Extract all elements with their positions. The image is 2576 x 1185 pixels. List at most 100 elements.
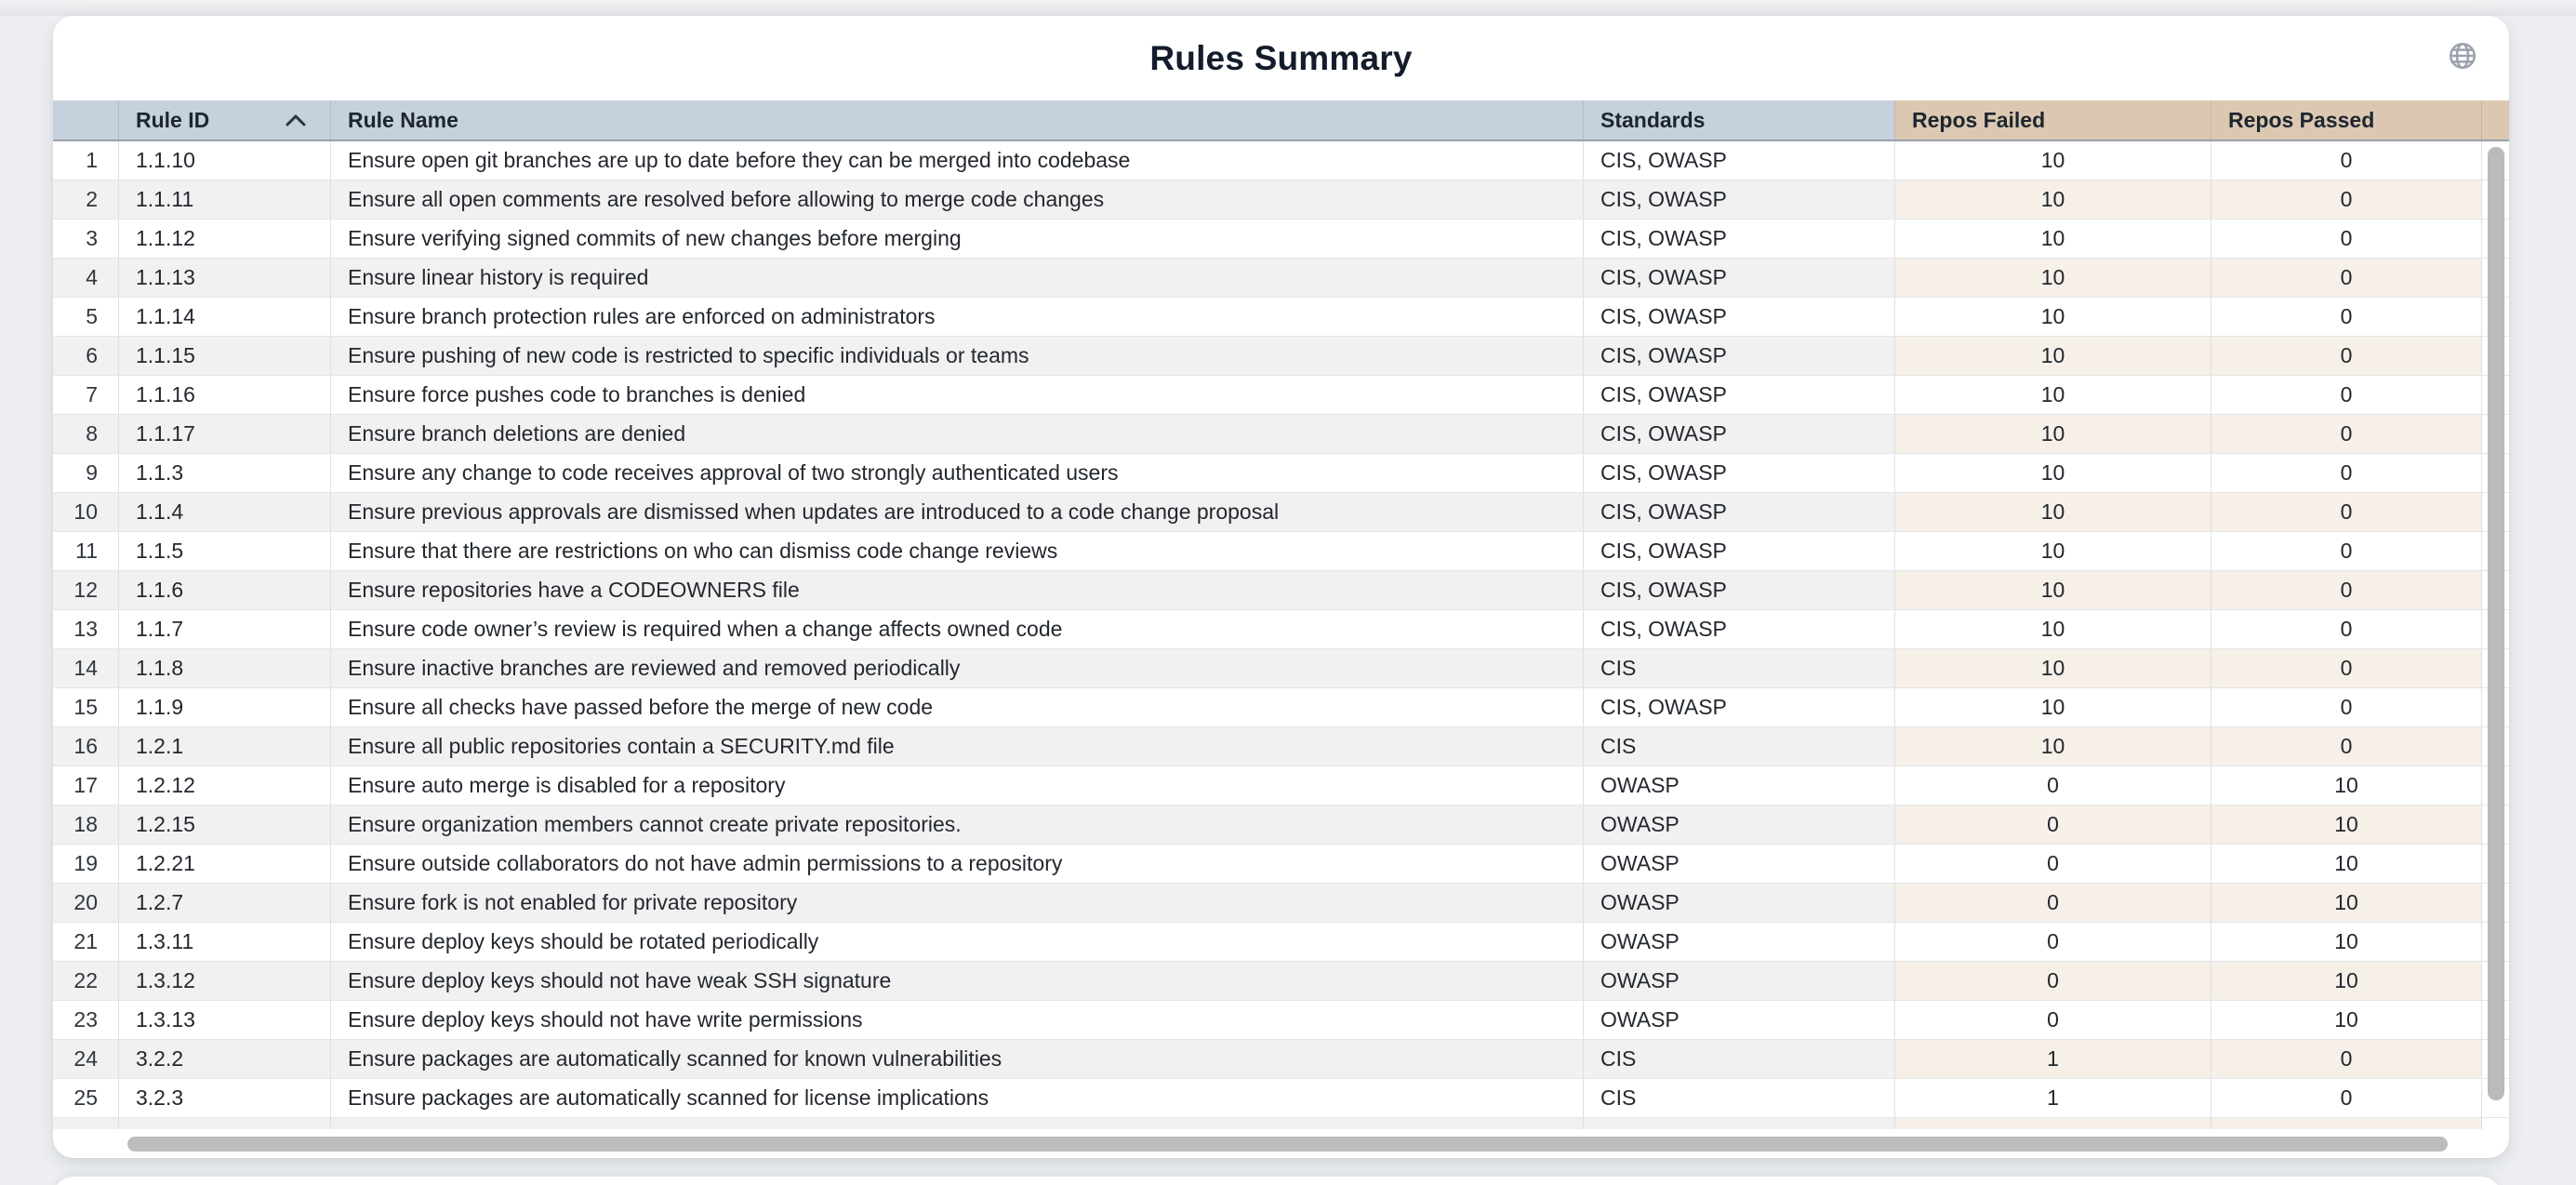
cell-standards: OWASP: [1583, 884, 1894, 922]
cell-rule-id: 1.1.3: [118, 454, 330, 492]
table-row: 10 1.1.4 Ensure previous approvals are d…: [53, 493, 2509, 532]
cell-row-number: 14: [53, 649, 118, 687]
cell-rule-id: 1.1.11: [118, 180, 330, 219]
cell-row-number: 10: [53, 493, 118, 531]
table-row: 9 1.1.3 Ensure any change to code receiv…: [53, 454, 2509, 493]
table-row: 5 1.1.14 Ensure branch protection rules …: [53, 298, 2509, 337]
cell-row-number: 13: [73, 617, 98, 641]
header-cell-rule-name[interactable]: Rule Name: [330, 100, 1583, 140]
cell-standards: OWASP: [1583, 1001, 1894, 1039]
table-row: 25 3.2.3 Ensure packages are automatical…: [53, 1079, 2509, 1118]
cell-repos-passed: 0: [2211, 376, 2481, 414]
cell-rule-name: Ensure linear history is required: [330, 259, 1583, 297]
cell-rule-name: Ensure branch deletions are denied: [330, 415, 1583, 453]
partially-visible-row: [53, 1118, 2509, 1129]
cell-row-number: 5: [86, 304, 98, 328]
cell-rule-name: Ensure fork is not enabled for private r…: [330, 884, 1583, 922]
cell-standards: CIS, OWASP: [1583, 141, 1894, 180]
header-cell-repos-passed[interactable]: Repos Passed: [2211, 100, 2481, 140]
cell-rule-name: Ensure repositories have a CODEOWNERS fi…: [330, 571, 1583, 609]
cell-row-number: 21: [73, 929, 98, 953]
cell-repos-failed: 10: [1894, 415, 2211, 453]
cell-rule-id: 1.1.6: [118, 571, 330, 609]
table-row: 19 1.2.21 Ensure outside collaborators d…: [53, 845, 2509, 884]
table-row: 13 1.1.7 Ensure code owner’s review is r…: [53, 610, 2509, 649]
cell-rule-name: Ensure previous approvals are dismissed …: [330, 493, 1583, 531]
cell-row-number: 8: [53, 415, 118, 453]
cell-repos-failed: 10: [1894, 141, 2211, 180]
cell-rule-name: Ensure pushing of new code is restricted…: [330, 337, 1583, 375]
cell-repos-failed: 10: [1894, 180, 2211, 219]
globe-icon: [2449, 42, 2476, 70]
cell-row-number: 17: [73, 773, 98, 797]
cell-repos-failed: 0: [1894, 1001, 2211, 1039]
cell-rule-name: Ensure inactive branches are reviewed an…: [330, 649, 1583, 687]
cell-rule-name: Ensure all checks have passed before the…: [330, 688, 1583, 726]
table-row: 8 1.1.17 Ensure branch deletions are den…: [53, 415, 2509, 454]
header-label-rule-id: Rule ID: [136, 107, 210, 132]
cell-rule-id: 1.1.15: [118, 337, 330, 375]
cell-rule-name: Ensure auto merge is disabled for a repo…: [330, 766, 1583, 805]
cell-row-number: 4: [53, 259, 118, 297]
header-cell-standards[interactable]: Standards: [1583, 100, 1894, 140]
cell-standards: OWASP: [1583, 845, 1894, 883]
cell-repos-passed: 0: [2211, 493, 2481, 531]
cell-repos-passed: 0: [2211, 259, 2481, 297]
cell-row-number: 11: [75, 539, 98, 563]
cell-row-number: 2: [53, 180, 118, 219]
cell-standards: CIS, OWASP: [1583, 571, 1894, 609]
cell-standards: CIS, OWASP: [1583, 688, 1894, 726]
cell-repos-passed: 0: [2211, 1040, 2481, 1078]
cell-rule-id: 1.3.13: [118, 1001, 330, 1039]
cell-standards: CIS, OWASP: [1583, 259, 1894, 297]
table-row: 24 3.2.2 Ensure packages are automatical…: [53, 1040, 2509, 1079]
cell-rule-name: Ensure deploy keys should not have weak …: [330, 962, 1583, 1000]
globe-button[interactable]: [2446, 39, 2479, 73]
cell-repos-failed: 0: [1894, 766, 2211, 805]
cell-row-number: 1: [86, 148, 98, 172]
table-row: 1 1.1.10 Ensure open git branches are up…: [53, 141, 2509, 180]
cell-repos-passed: 0: [2211, 688, 2481, 726]
cell-repos-passed: 10: [2211, 766, 2481, 805]
horizontal-scrollbar[interactable]: [127, 1137, 2448, 1152]
vertical-scrollbar[interactable]: [2488, 147, 2504, 1100]
cell-rule-id: 1.2.1: [118, 727, 330, 766]
cell-row-number: 16: [53, 727, 118, 766]
cell-repos-passed: 0: [2211, 415, 2481, 453]
cell-standards: CIS, OWASP: [1583, 337, 1894, 375]
cell-repos-failed: 1: [1894, 1040, 2211, 1078]
cell-standards: OWASP: [1583, 962, 1894, 1000]
cell-repos-passed: 0: [2211, 454, 2481, 492]
rules-summary-card: Rules Summary Rule ID Rule Name Standard…: [53, 16, 2509, 1158]
cell-repos-passed: 10: [2211, 884, 2481, 922]
cell-rule-id: 1.1.17: [118, 415, 330, 453]
cell-row-number: 12: [53, 571, 118, 609]
cell-repos-passed: 0: [2211, 649, 2481, 687]
cell-rule-id: 1.1.9: [118, 688, 330, 726]
cell-row-number: 25: [73, 1085, 98, 1110]
cell-row-number: 3: [86, 226, 98, 250]
next-card-edge: [53, 1177, 2502, 1185]
sort-ascending-icon: [285, 114, 306, 126]
table-row: 7 1.1.16 Ensure force pushes code to bra…: [53, 376, 2509, 415]
cell-standards: CIS, OWASP: [1583, 610, 1894, 648]
cell-rule-name: Ensure that there are restrictions on wh…: [330, 532, 1583, 570]
cell-rule-name: Ensure deploy keys should be rotated per…: [330, 923, 1583, 961]
cell-repos-failed: 1: [1894, 1079, 2211, 1117]
cell-repos-passed: 10: [2211, 845, 2481, 883]
cell-repos-failed: 10: [1894, 259, 2211, 297]
cell-repos-passed: 0: [2211, 610, 2481, 648]
cell-standards: CIS: [1583, 1079, 1894, 1117]
cell-repos-failed: 0: [1894, 806, 2211, 844]
header-cell-repos-failed[interactable]: Repos Failed: [1894, 100, 2211, 140]
cell-repos-passed: 0: [2211, 141, 2481, 180]
cell-repos-failed: 10: [1894, 571, 2211, 609]
cell-rule-name: Ensure verifying signed commits of new c…: [330, 220, 1583, 258]
cell-rule-id: 1.2.21: [118, 845, 330, 883]
cell-repos-passed: 10: [2211, 962, 2481, 1000]
table-row: 22 1.3.12 Ensure deploy keys should not …: [53, 962, 2509, 1001]
cell-standards: CIS, OWASP: [1583, 180, 1894, 219]
cell-repos-failed: 10: [1894, 688, 2211, 726]
header-cell-index[interactable]: [53, 100, 118, 140]
header-cell-rule-id[interactable]: Rule ID: [118, 100, 330, 140]
